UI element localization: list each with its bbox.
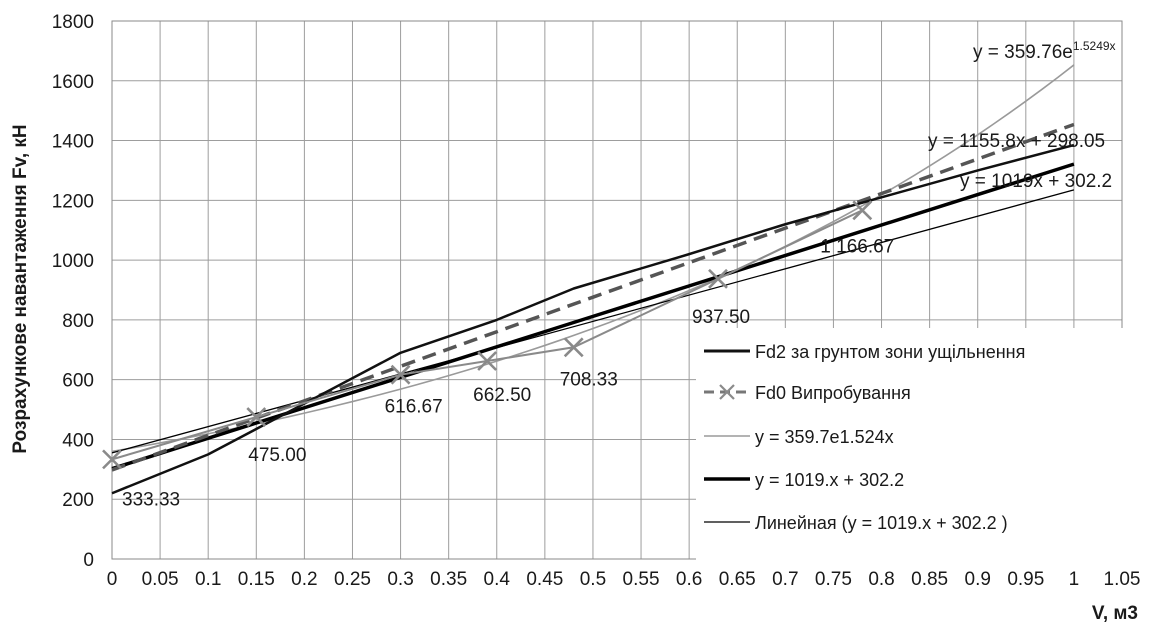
x-tick-label: 0.45: [526, 569, 563, 590]
x-tick-label: 0.65: [719, 569, 756, 590]
fd0-marker: [390, 364, 411, 385]
series-layer: [102, 64, 1075, 495]
y-tick-label: 800: [62, 311, 94, 332]
x-tick-label: 0: [107, 569, 118, 590]
x-tick-label: 0.2: [291, 569, 317, 590]
equation-linear-trend: y = 1155.8x + 298.05: [928, 131, 1105, 152]
y-tick-label: 600: [62, 371, 94, 392]
fd0-data-label: 937.50: [692, 307, 750, 328]
x-axis-title: V, м3: [1092, 603, 1138, 624]
fd0-data-label: 475.00: [248, 445, 306, 466]
legend-label-linear-trend: Линейная (y = 1019.x + 302.2 ): [755, 513, 1008, 533]
fd0-data-label: 662.50: [473, 385, 531, 406]
tick-labels: 0 0.05 0.1 0.15 0.2 0.25 0.3 0.35 0.4 0.45 0.5 0.55…: [52, 12, 1141, 590]
x-tick-label: 0.6: [676, 569, 702, 590]
y-tick-label: 0: [83, 550, 94, 571]
trendline-equations: y = 359.76e1.5249x y = 1155.8x + 298.05 …: [928, 39, 1116, 192]
series-fd2-line: [111, 143, 1075, 495]
y-tick-label: 1000: [52, 251, 94, 272]
legend-label-linear-1019: y = 1019.x + 302.2: [755, 470, 904, 490]
trendline-linear-1155: [111, 122, 1075, 472]
x-tick-label: 0.95: [1007, 569, 1044, 590]
y-axis-title: Розрахункове навантаження Fv, кН: [10, 124, 31, 453]
x-tick-label: 0.7: [772, 569, 798, 590]
y-tick-label: 1800: [52, 12, 94, 33]
trendline-linear-1019: [111, 162, 1075, 471]
data-labels: 333.33 475.00 616.67 662.50 708.33 937.50 1 16…: [122, 236, 894, 510]
y-tick-label: 1200: [52, 191, 94, 212]
x-tick-label: 1: [1069, 569, 1080, 590]
x-tick-label: 0.9: [965, 569, 991, 590]
trendline-linear-thin: [111, 189, 1075, 454]
fd0-data-label: 1 166.67: [820, 236, 894, 257]
x-tick-label: 0.55: [623, 569, 660, 590]
x-tick-label: 0.35: [430, 569, 467, 590]
fd0-marker: [852, 200, 873, 221]
x-tick-label: 0.05: [142, 569, 179, 590]
fd0-data-label: 333.33: [122, 489, 180, 510]
fd0-data-label: 708.33: [560, 369, 618, 390]
legend-background: [696, 328, 1128, 560]
x-tick-label: 0.85: [911, 569, 948, 590]
fd0-data-label: 616.67: [385, 397, 443, 418]
x-tick-label: 0.5: [580, 569, 606, 590]
x-tick-label: 0.1: [195, 569, 221, 590]
equation-exponential-base: y = 359.76e: [973, 42, 1073, 63]
x-tick-label: 0.4: [484, 569, 511, 590]
y-tick-label: 1600: [52, 72, 94, 93]
y-tick-label: 1400: [52, 132, 94, 153]
fd0-marker: [102, 449, 122, 470]
x-tick-label: 0.75: [815, 569, 852, 590]
x-tick-label: 0.25: [334, 569, 371, 590]
legend: Fd2 за грунтом зони ущільнення Fd0 Випро…: [696, 328, 1128, 560]
plot-area-border: [111, 20, 1123, 560]
legend-label-exp: y = 359.7e1.524x: [755, 427, 894, 447]
legend-marker-fd0: [719, 384, 735, 400]
y-tick-label: 200: [62, 490, 94, 511]
equation-exponential: y = 359.76e1.5249x: [973, 39, 1116, 63]
x-tick-label: 1.05: [1104, 569, 1141, 590]
x-tick-label: 0.15: [238, 569, 275, 590]
fd0-marker: [563, 337, 584, 358]
fd0-marker: [246, 407, 267, 427]
x-tick-label: 0.8: [868, 569, 894, 590]
y-tick-label: 400: [62, 430, 94, 451]
equation-linear-1019: y = 1019x + 302.2: [960, 171, 1112, 192]
x-tick-label: 0.3: [387, 569, 413, 590]
fd0-marker: [477, 351, 498, 371]
legend-label-fd0: Fd0 Випробування: [755, 383, 911, 403]
equation-exponential-exponent: 1.5249x: [1073, 39, 1116, 53]
fd0-marker: [708, 268, 728, 289]
legend-label-fd2: Fd2 за грунтом зони ущільнення: [755, 342, 1025, 362]
